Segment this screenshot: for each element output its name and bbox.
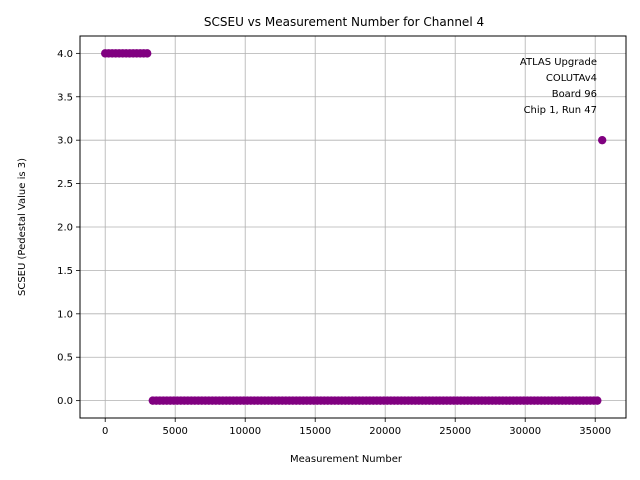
y-tick-label: 3.5 [57, 92, 73, 103]
x-axis-label: Measurement Number [290, 454, 403, 465]
x-tick-label: 10000 [229, 426, 261, 437]
y-axis-label: SCSEU (Pedestal Value is 3) [17, 158, 28, 296]
grid-lines [80, 36, 626, 418]
annotation-line: ATLAS Upgrade [520, 57, 597, 68]
y-tick-label: 4.0 [57, 49, 73, 60]
data-point [143, 49, 152, 58]
y-tick-label: 2.0 [57, 223, 73, 234]
data-point [598, 135, 607, 145]
x-tick-label: 0 [102, 426, 108, 437]
data-point [593, 396, 602, 405]
chart-annotation: ATLAS Upgrade COLUTAv4 Board 96 Chip 1, Run… [520, 57, 597, 116]
annotation-line: Chip 1, Run 47 [524, 105, 597, 116]
x-tick-label: 25000 [439, 426, 471, 437]
y-tick-label: 0.5 [57, 353, 73, 364]
annotation-line: Board 96 [552, 89, 597, 100]
y-axis-ticks: 0.0 0.5 1.0 1.5 2.0 2.5 3.0 3.5 4.0 [57, 49, 80, 407]
y-tick-label: 3.0 [57, 136, 73, 147]
y-tick-label: 1.0 [57, 309, 73, 320]
chart-title: SCSEU vs Measurement Number for Channel … [204, 15, 484, 29]
x-tick-label: 35000 [579, 426, 611, 437]
x-tick-label: 20000 [369, 426, 401, 437]
annotation-line: COLUTAv4 [546, 73, 597, 84]
y-tick-label: 2.5 [57, 179, 73, 190]
x-tick-label: 30000 [509, 426, 541, 437]
y-tick-label: 0.0 [57, 396, 73, 407]
x-tick-label: 15000 [299, 426, 331, 437]
x-tick-label: 5000 [162, 426, 187, 437]
x-axis-ticks: 0 5000 10000 15000 20000 25000 30000 35000 [102, 418, 611, 437]
y-tick-label: 1.5 [57, 266, 73, 277]
data-points [101, 49, 607, 405]
